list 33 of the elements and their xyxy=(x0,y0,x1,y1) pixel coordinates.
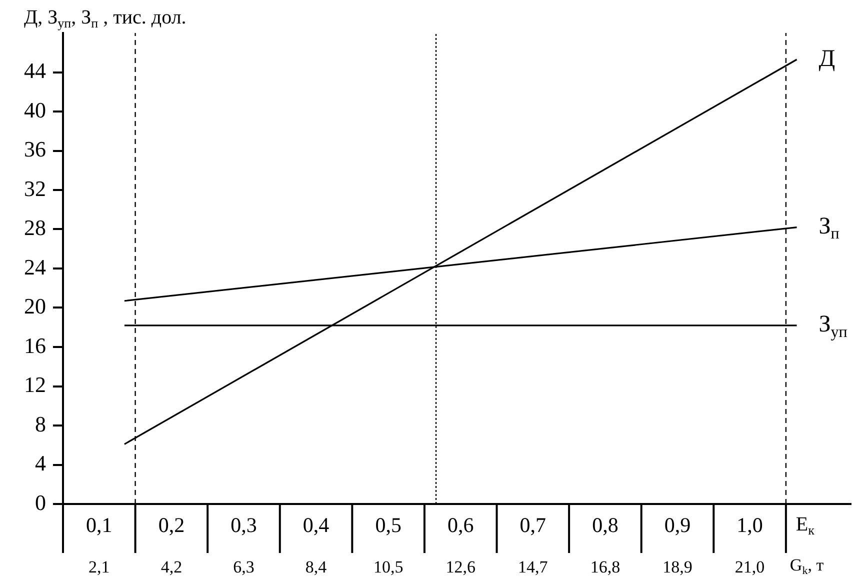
series-label: Д xyxy=(818,46,836,72)
x2-tick-label: 18,9 xyxy=(662,558,692,577)
x-tick-label: 0,5 xyxy=(375,513,402,538)
x-tick-label: 0,3 xyxy=(230,513,257,538)
x-tick-label: 0,9 xyxy=(664,513,691,538)
y-tick-label: 32 xyxy=(24,176,46,201)
y-tick-label: 0 xyxy=(35,490,46,515)
y-tick-label: 16 xyxy=(24,332,46,358)
x-tick-label: 0,4 xyxy=(302,513,330,538)
x-tick-label: 0,8 xyxy=(592,513,618,538)
x2-tick-label: 16,8 xyxy=(590,558,620,577)
x2-tick-label: 4,2 xyxy=(160,558,182,577)
x-tick-label: 0,6 xyxy=(447,513,474,538)
y-tick-label: 36 xyxy=(24,136,46,162)
y-tick-label: 8 xyxy=(35,411,46,436)
x-tick-label: 0,7 xyxy=(520,513,546,538)
x2-tick-label: 10,5 xyxy=(373,558,404,577)
x-tick-label: 0,1 xyxy=(86,513,112,538)
x2-tick-label: 2,1 xyxy=(88,558,110,577)
y-tick-label: 28 xyxy=(24,215,46,240)
y-tick-label: 40 xyxy=(24,97,46,122)
x2-tick-label: 14,7 xyxy=(518,558,548,577)
y-tick-label: 20 xyxy=(24,294,46,319)
y-tick-label: 44 xyxy=(24,58,46,84)
x-tick-label: 1,0 xyxy=(736,513,763,538)
x2-tick-label: 8,4 xyxy=(305,558,328,577)
x2-tick-label: 21,0 xyxy=(734,558,765,577)
y-tick-label: 12 xyxy=(24,372,46,398)
x2-tick-label: 12,6 xyxy=(446,558,476,577)
y-tick-label: 24 xyxy=(24,254,46,280)
y-tick-label: 4 xyxy=(35,450,46,476)
x2-tick-label: 6,3 xyxy=(233,558,254,577)
x-tick-label: 0,2 xyxy=(158,513,185,538)
